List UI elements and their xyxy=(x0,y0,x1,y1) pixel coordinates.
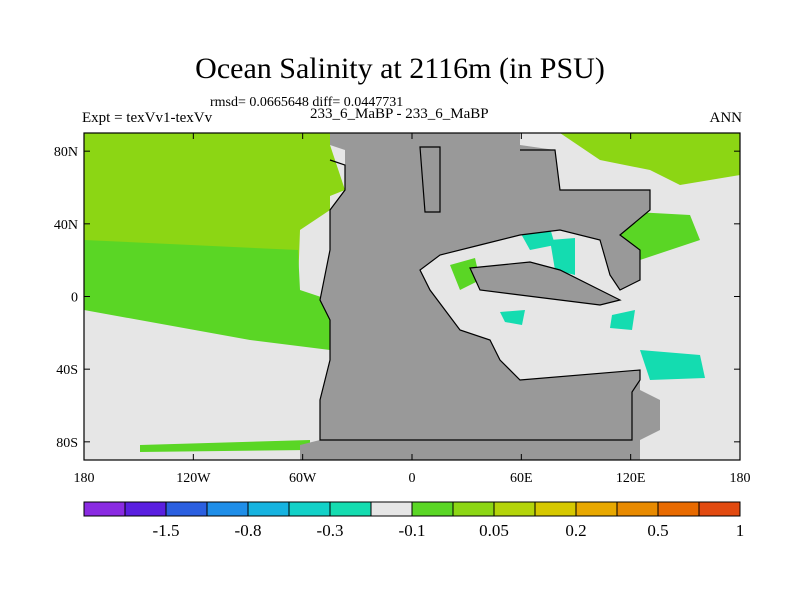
x-tick-label: 60W xyxy=(289,471,317,486)
colorbar-label: 0.2 xyxy=(565,521,586,540)
colorbar-swatch xyxy=(411,501,454,517)
coastline-outline xyxy=(319,149,651,441)
x-tick-label: 180 xyxy=(730,471,751,486)
comparison-label: 233_6_MaBP - 233_6_MaBP xyxy=(310,106,489,122)
colorbar-label: -0.3 xyxy=(317,521,344,540)
x-tick-label: 60E xyxy=(510,471,533,486)
colorbar-swatch xyxy=(206,501,249,517)
experiment-label: Expt = texVv1-texVv xyxy=(82,110,213,126)
colorbar-swatch xyxy=(288,501,331,517)
x-tick-label: 120E xyxy=(616,471,646,486)
axes: 180 120W 60W 0 60E 120E 180 80N 40N 0 40S 80S xyxy=(54,133,751,486)
stats-line: rmsd= 0.0665648 diff= 0.0447731 xyxy=(210,95,404,110)
east-positive-region xyxy=(560,133,740,185)
colorbar-swatch xyxy=(83,501,126,517)
inner-sea-positive-region xyxy=(450,258,480,290)
teal-patch-mid xyxy=(610,310,635,330)
teal-patch-south xyxy=(640,350,705,380)
season-label: ANN xyxy=(709,110,743,126)
colorbar-swatch xyxy=(370,501,413,517)
pacific-positive-strong-region xyxy=(84,240,330,350)
coastline-island-outline xyxy=(469,261,622,306)
southern-positive-strip xyxy=(140,440,310,452)
colorbar-swatch xyxy=(329,501,372,517)
colorbar-swatch xyxy=(124,501,167,517)
teal-patch-east xyxy=(550,238,575,275)
colorbar-label: -0.1 xyxy=(399,521,426,540)
land-main xyxy=(300,133,660,460)
colorbar-swatch xyxy=(575,501,618,517)
atlantic-positive-region xyxy=(280,145,345,200)
map-field xyxy=(84,133,740,460)
colorbar-swatch xyxy=(165,501,208,517)
chart-title: Ocean Salinity at 2116m (in PSU) xyxy=(195,52,605,85)
y-tick-label: 80N xyxy=(54,145,78,160)
teal-patch-small xyxy=(500,310,525,325)
colorbar-swatch xyxy=(452,501,495,517)
x-tick-label: 120W xyxy=(176,471,211,486)
colorbar-swatch xyxy=(616,501,659,517)
colorbar-swatch xyxy=(493,501,536,517)
x-tick-label: 0 xyxy=(409,471,416,486)
colorbar-label: -0.8 xyxy=(235,521,262,540)
land-inner-island xyxy=(470,262,620,305)
colorbar-label: 1 xyxy=(736,521,745,540)
y-tick-label: 40S xyxy=(56,363,78,378)
colorbar-swatch xyxy=(698,501,741,517)
colorbar-label: -1.5 xyxy=(153,521,180,540)
coastline-north-outline xyxy=(419,146,441,213)
colorbar-label: 0.5 xyxy=(647,521,668,540)
y-tick-label: 0 xyxy=(71,291,78,306)
colorbar-swatch xyxy=(657,501,700,517)
y-tick-label: 80S xyxy=(56,436,78,451)
x-tick-label: 180 xyxy=(74,471,95,486)
colorbar-swatch xyxy=(247,501,290,517)
colorbar: -1.5-0.8-0.3-0.10.050.20.512 xyxy=(83,501,745,540)
colorbar-swatch xyxy=(534,501,577,517)
land-north-fragment xyxy=(420,133,445,210)
colorbar-label: 0.05 xyxy=(479,521,509,540)
y-tick-label: 40N xyxy=(54,218,78,233)
